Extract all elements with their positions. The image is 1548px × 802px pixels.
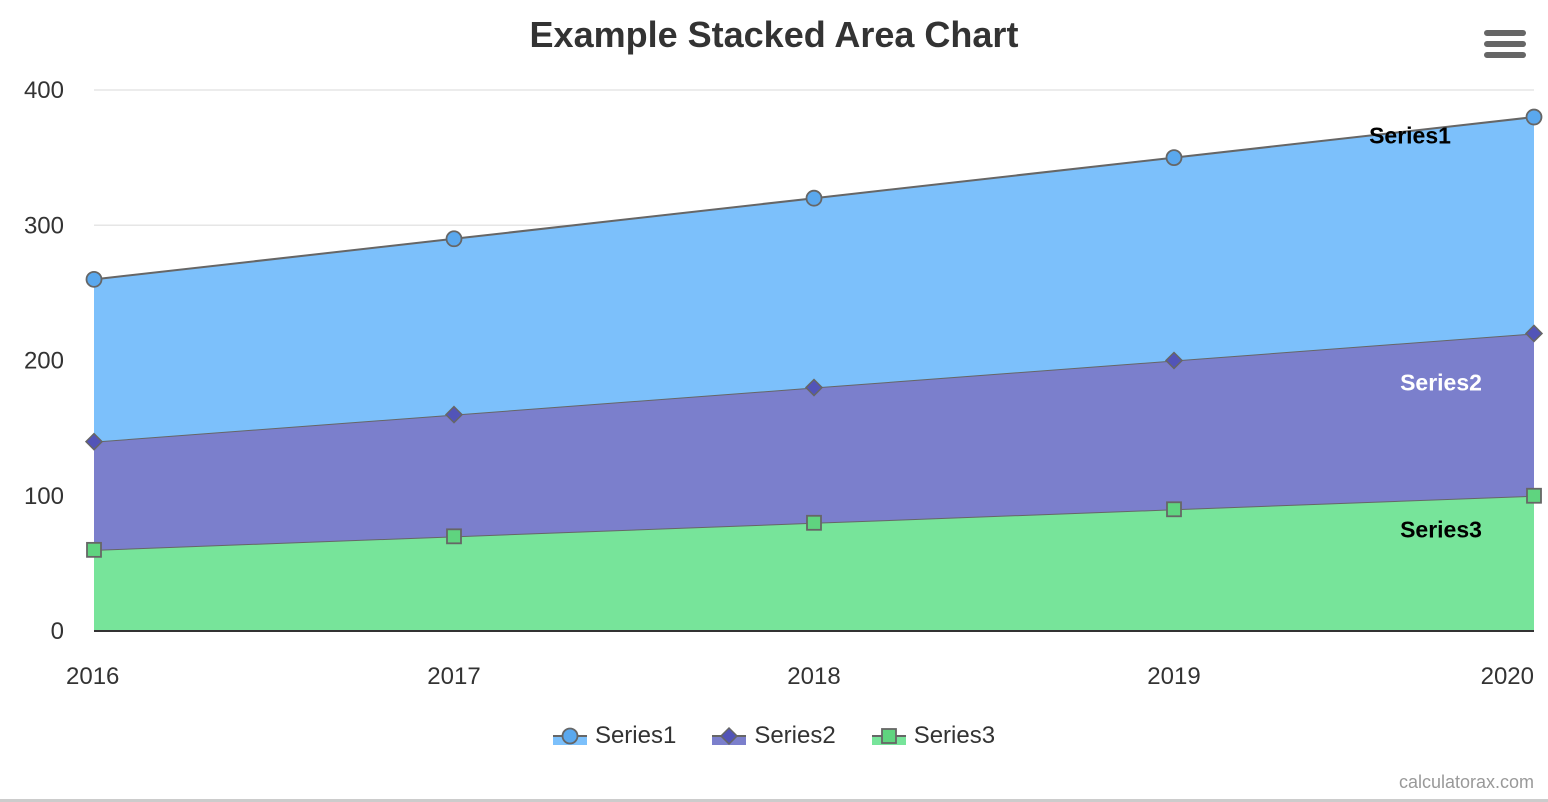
y-tick-label: 300 — [24, 212, 64, 239]
data-point-series2[interactable] — [1164, 351, 1184, 370]
legend-symbol-square-icon — [871, 728, 906, 745]
legend-marker — [720, 726, 739, 746]
legend-item-series2[interactable]: Series2 — [712, 722, 836, 750]
data-point-series1[interactable] — [1525, 108, 1543, 126]
legend-marker — [880, 728, 897, 744]
y-tick-label: 200 — [24, 348, 64, 375]
bottom-divider — [0, 799, 1548, 802]
series-label-series3: Series3 — [1400, 516, 1482, 542]
legend-marker — [561, 727, 579, 745]
marker-layer — [84, 108, 1544, 558]
legend-item-series1[interactable]: Series1 — [552, 722, 677, 750]
data-point-series2[interactable] — [1524, 324, 1544, 343]
area-series1 — [94, 117, 1534, 442]
y-tick-label: 0 — [51, 618, 64, 645]
x-tick-label: 2020 — [1481, 663, 1534, 690]
data-point-series2[interactable] — [804, 378, 824, 397]
legend-symbol-diamond-icon — [712, 726, 747, 746]
y-tick-label: 400 — [24, 77, 64, 104]
area-series2 — [94, 333, 1534, 550]
x-tick-label: 2017 — [427, 663, 480, 690]
data-point-series3[interactable] — [446, 528, 462, 545]
x-tick-label: 2019 — [1147, 663, 1200, 690]
data-point-series3[interactable] — [1166, 501, 1182, 518]
hamburger-menu-icon[interactable] — [1484, 30, 1526, 66]
axis-layer: 0 100 200 300 400 2016 2017 2018 2019 2020 — [24, 77, 1534, 690]
data-point-series1[interactable] — [85, 270, 103, 288]
y-tick-label: 100 — [24, 483, 64, 510]
chart-legend: Series1 Series2 Series3 — [0, 722, 1548, 750]
area-layer — [93, 116, 1535, 631]
legend-label: Series3 — [913, 722, 996, 749]
chart-title: Example Stacked Area Chart — [529, 14, 1019, 55]
legend-item-series3[interactable]: Series3 — [871, 722, 996, 750]
data-point-series2[interactable] — [444, 405, 464, 424]
data-point-series3[interactable] — [86, 541, 102, 558]
data-point-series3[interactable] — [806, 514, 822, 531]
data-point-series1[interactable] — [445, 230, 463, 248]
x-tick-label: 2018 — [787, 663, 840, 690]
data-point-series3[interactable] — [1526, 487, 1542, 504]
legend-symbol-circle-icon — [552, 727, 587, 745]
area-series3 — [94, 495, 1534, 631]
legend-label: Series2 — [754, 722, 836, 749]
legend-label: Series1 — [594, 722, 677, 749]
data-point-series1[interactable] — [1165, 149, 1183, 167]
data-point-series1[interactable] — [805, 189, 823, 207]
series-label-series1: Series1 — [1369, 122, 1451, 148]
data-point-series2[interactable] — [84, 432, 104, 451]
x-tick-label: 2016 — [66, 663, 119, 690]
credits-link[interactable]: calculatorax.com — [1398, 772, 1534, 792]
label-layer: Series3 Series2 Series1 — [1369, 122, 1482, 542]
series-label-series2: Series2 — [1400, 370, 1482, 396]
